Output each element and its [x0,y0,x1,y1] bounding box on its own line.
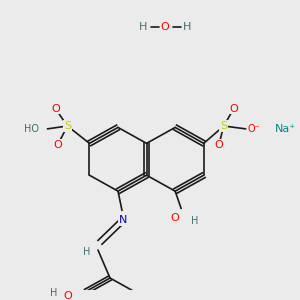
Text: H: H [82,247,90,257]
Text: O: O [160,22,169,32]
Text: H: H [183,22,191,32]
Text: N: N [119,215,127,225]
Text: O: O [63,291,72,300]
Text: O: O [214,140,223,150]
Text: O: O [230,103,238,114]
Text: Na⁺: Na⁺ [275,124,296,134]
Text: O: O [171,213,179,223]
Text: H: H [139,22,147,32]
Text: O⁻: O⁻ [248,124,260,134]
Text: H: H [191,216,199,226]
Text: O: O [51,103,60,114]
Text: S: S [220,121,227,131]
Text: H: H [50,289,57,298]
Text: HO: HO [24,124,39,134]
Text: S: S [64,121,71,131]
Text: O: O [53,140,62,150]
